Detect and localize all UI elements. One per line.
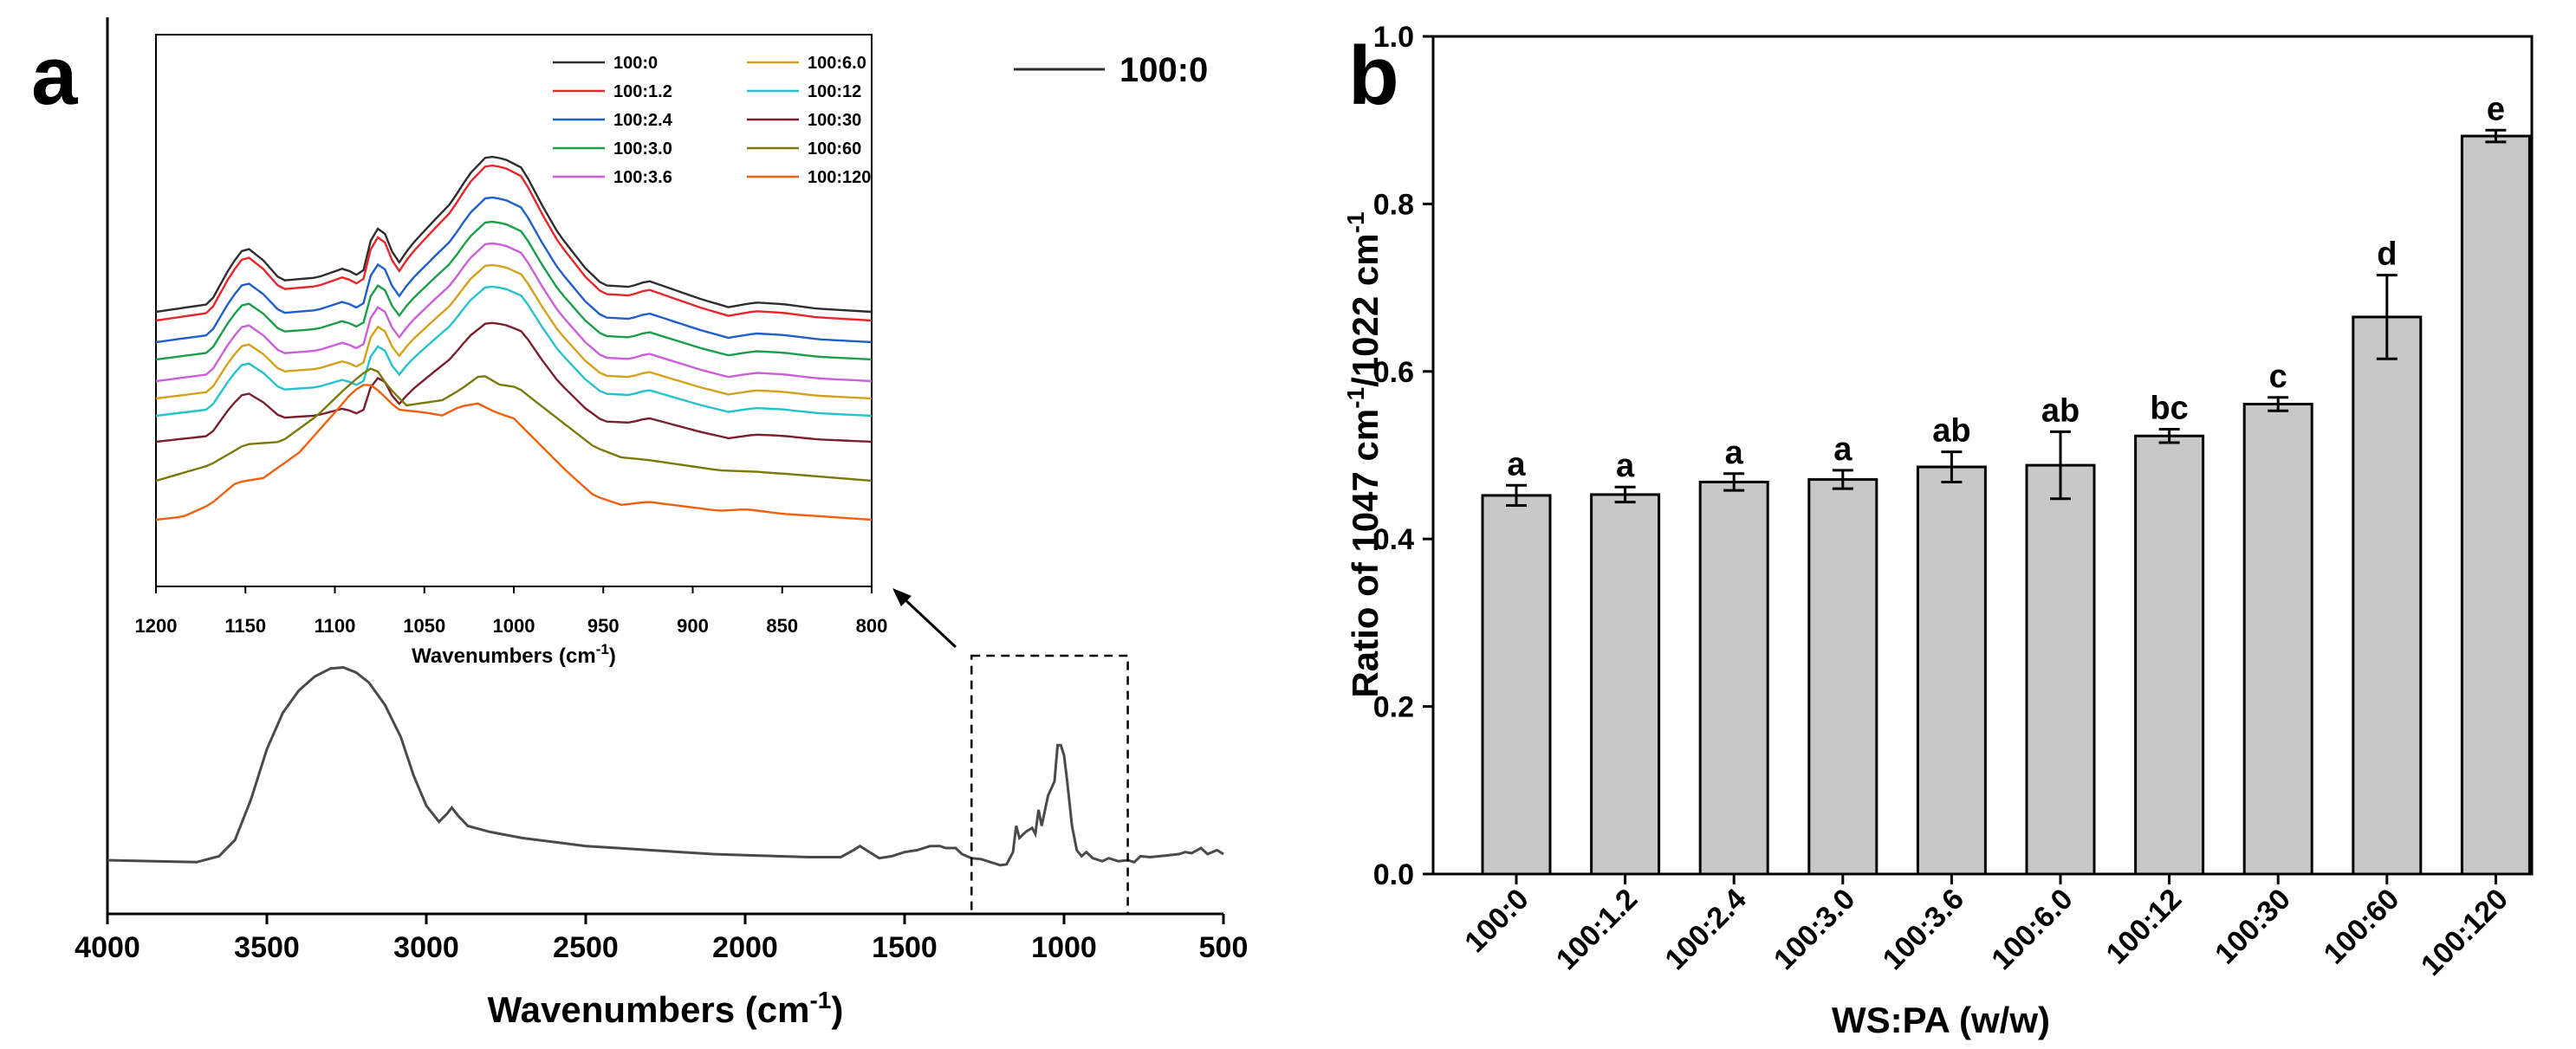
panel-a-inset-chart: 1200 1150 1100 1050 1000 950 900 850 800 100:010…	[135, 34, 888, 668]
inset-legend-label-100-2-4: 100:2.4	[613, 111, 673, 130]
inset-x-tick-label-900: 900	[677, 615, 709, 637]
inset-line-100-2-4	[155, 196, 873, 344]
panel-b-y-tick-label-0-6: 0.6	[1373, 356, 1414, 389]
inset-line-100-30	[155, 321, 873, 444]
inset-frame	[155, 34, 873, 587]
significance-label-100-3-0: a	[1833, 431, 1853, 468]
inset-legend-label-100-12: 100:12	[808, 82, 861, 101]
panel-b-x-axis-title: WS:PA (w/w)	[1832, 1000, 2050, 1040]
panel-b-y-tick-label-1-0: 1.0	[1373, 21, 1414, 54]
inset-line-100-3-6	[155, 242, 873, 383]
bar-100-1-2	[1590, 493, 1661, 876]
significance-label-100-6-0: ab	[2041, 392, 2080, 429]
inset-x-tick-label-850: 850	[766, 615, 798, 637]
significance-label-100-3-6: ab	[1932, 413, 1970, 450]
inset-legend-label-100-120: 100:120	[808, 168, 871, 187]
panel-b-x-tick-label-100-6-0: 100:6.0	[1985, 883, 2079, 976]
inset-line-100-1-2	[155, 164, 873, 322]
bar-100-120	[2460, 134, 2531, 876]
bar-100-6-0	[2025, 463, 2096, 876]
panel-a-x-ticks: 4000 3500 3000 2500 2000 1500 1000 500	[75, 914, 1248, 964]
bar-100-2-4	[1698, 480, 1769, 876]
inset-line-100-3-0	[155, 220, 873, 361]
panel-a-zoom-arrow	[899, 594, 957, 649]
panel-b-label: b	[1348, 29, 1399, 122]
panel-a-highlight-box	[970, 654, 1129, 916]
panel-b-x-tick-label-100-30: 100:30	[2209, 883, 2297, 971]
panel-b-bars: a a a a ab ab bc c d e	[1481, 91, 2531, 876]
inset-x-tick-label-1050: 1050	[403, 615, 445, 637]
panel-b-x-ticks: 100:0 100:1.2 100:2.4 100:3.0 100:3.6 100:6.0…	[1458, 874, 2514, 982]
significance-label-100-2-4: a	[1725, 435, 1744, 471]
panel-b-y-ticks: 0.0 0.2 0.4 0.6 0.8 1.0	[1373, 21, 1433, 891]
panel-b-y-tick-label-0-4: 0.4	[1373, 523, 1414, 556]
panel-a-legend-label: 100:0	[1119, 51, 1208, 89]
significance-label-100-60: d	[2377, 236, 2397, 273]
panel-b-y-tick-label-0-2: 0.2	[1373, 691, 1414, 724]
inset-legend-label-100-3-6: 100:3.6	[613, 168, 672, 187]
inset-legend-label-100-3-0: 100:3.0	[613, 139, 672, 159]
significance-label-100-0: a	[1507, 446, 1526, 482]
inset-legend: 100:0 100:1.2 100:2.4 100:3.0 100:3.6 100:6.0…	[553, 54, 871, 187]
inset-line-100-60	[155, 367, 873, 482]
bar-100-60	[2352, 315, 2423, 876]
panel-b-x-tick-label-100-3-6: 100:3.6	[1877, 883, 1970, 976]
panel-a-spectrum-chart: 4000 3500 3000 2500 2000 1500 1000 500 Wavenumb…	[75, 17, 1248, 1030]
panel-a-x-tick-label-500: 500	[1199, 931, 1249, 964]
panel-a-x-tick-label-3500: 3500	[234, 931, 300, 964]
inset-legend-label-100-0: 100:0	[613, 54, 658, 73]
inset-legend-label-100-6-0: 100:6.0	[808, 54, 866, 73]
inset-x-tick-label-1200: 1200	[135, 615, 178, 637]
bar-100-12	[2134, 434, 2205, 876]
inset-x-tick-label-1000: 1000	[493, 615, 535, 637]
inset-x-tick-label-1150: 1150	[224, 615, 266, 637]
inset-x-axis-title: Wavenumbers (cm-1)	[412, 641, 616, 668]
panel-b-y-tick-label-0-8: 0.8	[1373, 188, 1414, 221]
panel-b-x-tick-label-100-120: 100:120	[2415, 883, 2514, 982]
inset-spectra	[155, 155, 873, 521]
panel-a-x-axis-title: Wavenumbers (cm-1)	[488, 987, 844, 1030]
bar-100-0	[1481, 494, 1552, 876]
panel-a-x-tick-label-3000: 3000	[393, 931, 459, 964]
inset-line-100-6-0	[155, 263, 873, 400]
inset-x-ticks: 1200 1150 1100 1050 1000 950 900 850 800	[135, 586, 888, 637]
panel-a-zoom-arrowhead	[892, 588, 912, 606]
panel-a-label: a	[31, 29, 78, 122]
panel-b-x-tick-label-100-1-2: 100:1.2	[1550, 883, 1644, 976]
bar-100-3-0	[1807, 478, 1878, 876]
significance-label-100-12: bc	[2150, 391, 2188, 427]
panel-b-x-tick-label-100-0: 100:0	[1458, 883, 1535, 959]
panel-a-x-tick-label-1000: 1000	[1031, 931, 1097, 964]
significance-label-100-30: c	[2269, 359, 2287, 395]
inset-legend-label-100-60: 100:60	[808, 139, 861, 159]
inset-x-tick-label-950: 950	[587, 615, 620, 637]
inset-line-100-0	[155, 155, 873, 314]
panel-a-x-tick-label-1500: 1500	[872, 931, 938, 964]
significance-label-100-1-2: a	[1616, 448, 1635, 484]
inset-line-100-12	[155, 285, 873, 418]
inset-legend-label-100-30: 100:30	[808, 111, 861, 130]
panel-a-x-tick-label-2000: 2000	[712, 931, 778, 964]
panel-b-x-tick-label-100-60: 100:60	[2318, 883, 2406, 971]
panel-a-x-tick-label-2500: 2500	[553, 931, 619, 964]
bar-100-3-6	[1916, 465, 1987, 876]
inset-x-tick-label-1100: 1100	[315, 615, 356, 637]
significance-label-100-120: e	[2487, 91, 2505, 127]
inset-line-100-120	[155, 384, 873, 521]
panel-a-x-tick-label-4000: 4000	[75, 931, 140, 964]
panel-b-y-axis-title: Ratio of 1047 cm-1/1022 cm-1	[1342, 211, 1385, 697]
inset-legend-label-100-1-2: 100:1.2	[613, 82, 672, 101]
panel-b-x-tick-label-100-2-4: 100:2.4	[1658, 883, 1752, 976]
panel-b-y-tick-label-0-0: 0.0	[1373, 858, 1414, 891]
inset-x-tick-label-800: 800	[856, 615, 888, 637]
bar-100-30	[2242, 403, 2313, 876]
panel-b-x-tick-label-100-12: 100:12	[2100, 883, 2189, 971]
panel-b-x-tick-label-100-3-0: 100:3.0	[1768, 883, 1861, 976]
panel-a-spectrum-line-100-0	[107, 665, 1224, 867]
